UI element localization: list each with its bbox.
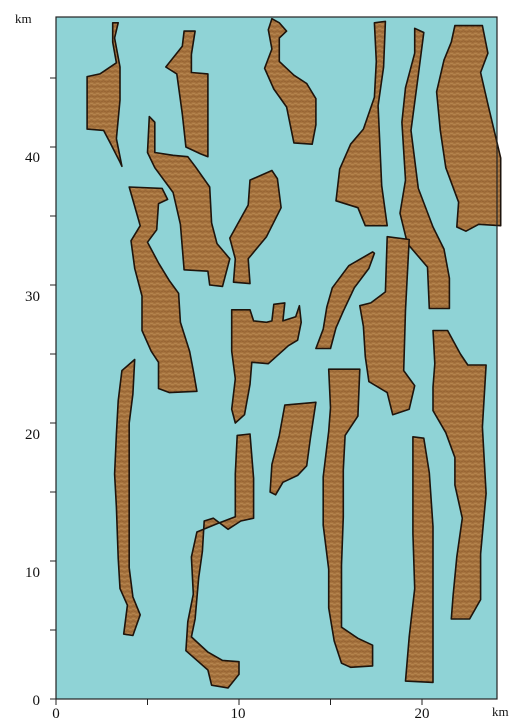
y-tick-label-10: 10: [25, 565, 40, 581]
x-tick-label-0: 0: [52, 706, 60, 721]
y-unit-label: km: [15, 11, 32, 26]
y-tick-label-0: 0: [33, 693, 41, 709]
sand-body-body-8: [229, 169, 282, 285]
map-frame: [55, 16, 498, 700]
sand-body-body-13: [113, 358, 141, 637]
sand-body-body-15: [322, 368, 374, 669]
y-tick-label-20: 20: [25, 427, 40, 443]
y-tick-label-40: 40: [25, 150, 40, 166]
sand-body-body-16: [432, 329, 487, 620]
x-unit-label: km: [492, 704, 509, 719]
sand-body-body-4: [335, 20, 388, 227]
sand-body-body-18: [404, 436, 434, 684]
axis-ticks: [50, 77, 423, 705]
sand-body-body-17: [185, 433, 255, 689]
sand-body-body-6: [435, 24, 502, 232]
x-tick-label-20: 20: [415, 706, 430, 721]
sand-body-body-5: [399, 27, 451, 310]
sand-body-body-10: [315, 251, 376, 350]
sand-body-body-3: [263, 17, 317, 145]
sand-body-body-1: [86, 22, 123, 168]
y-tick-label-30: 30: [25, 289, 40, 305]
sand-bodies-layer: [86, 17, 502, 689]
sand-body-body-11: [359, 235, 416, 416]
sand-body-body-12: [230, 302, 302, 424]
x-tick-label-10: 10: [231, 706, 246, 721]
sand-body-body-2: [165, 30, 209, 158]
sand-body-body-9: [128, 186, 198, 394]
sand-body-body-14: [269, 401, 317, 496]
sand-body-body-7: [146, 115, 231, 288]
